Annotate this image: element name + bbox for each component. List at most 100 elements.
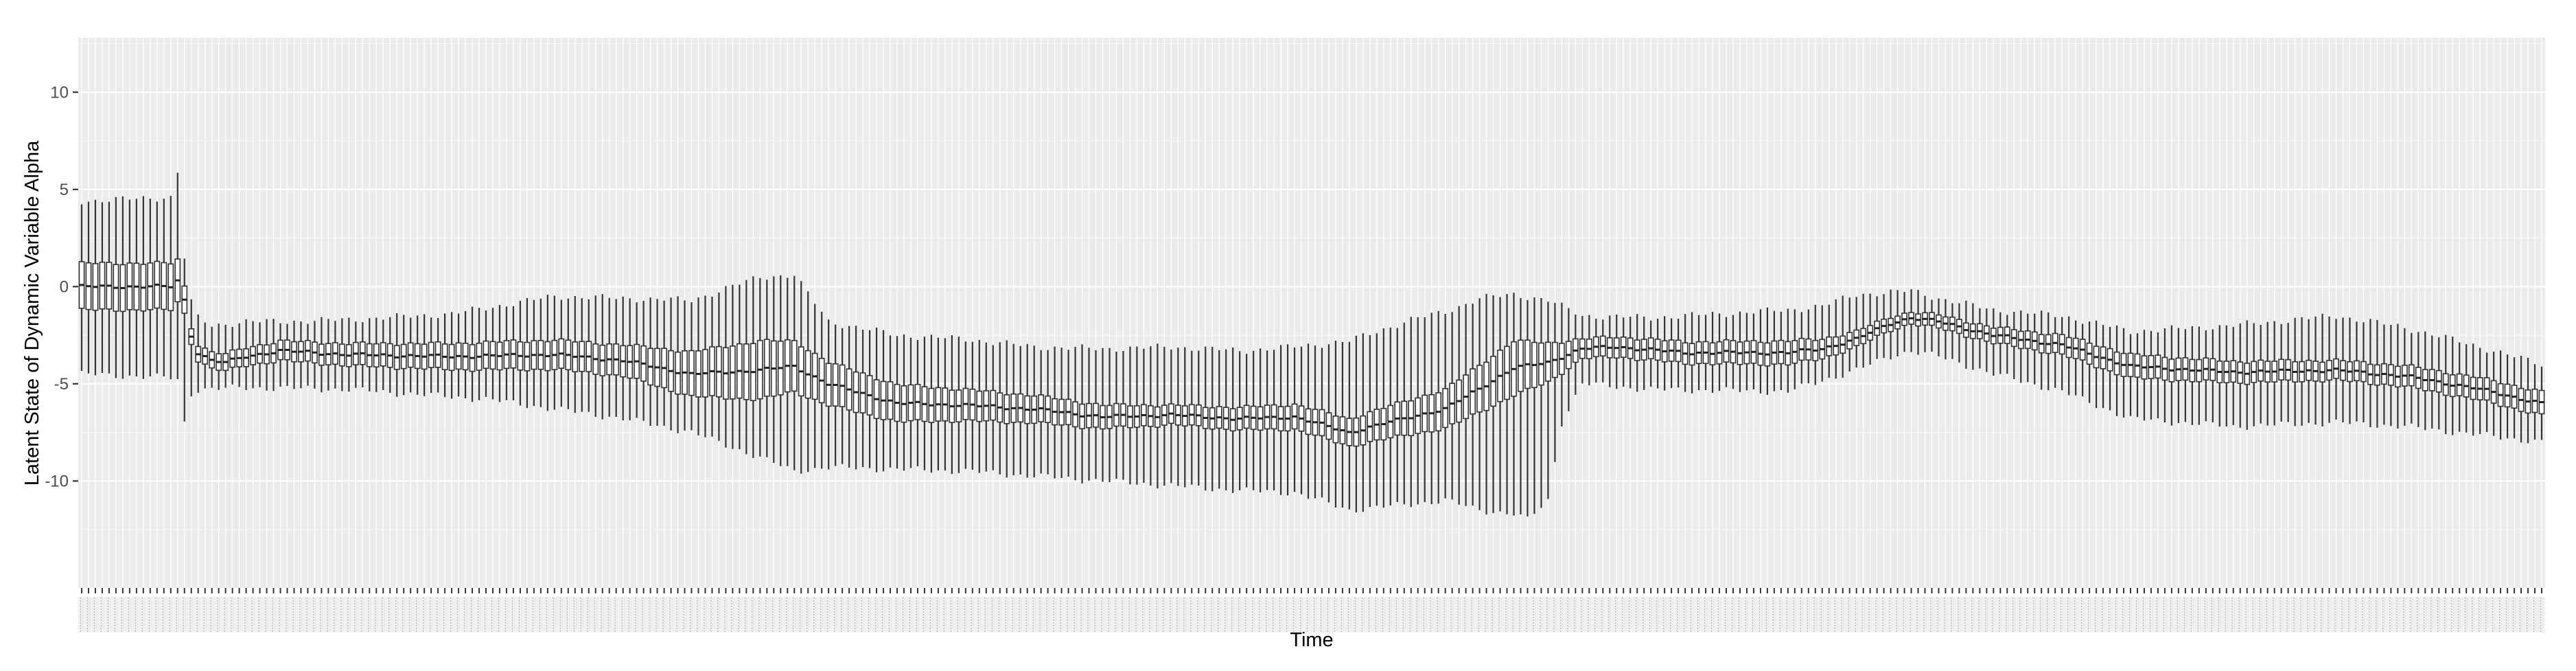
boxplot-time-point	[2223, 325, 2230, 427]
boxplot-time-point	[1675, 318, 1682, 388]
boxplot-time-point	[332, 321, 338, 389]
boxplot-time-point	[1963, 300, 1969, 369]
boxplot-time-point	[1716, 313, 1723, 391]
boxplot-time-point	[133, 198, 140, 377]
boxplot-time-point	[270, 319, 277, 391]
boxplot-time-point	[935, 337, 942, 470]
boxplot-time-point	[634, 302, 640, 418]
boxplot-time-point	[1209, 346, 1216, 492]
boxplot-time-point	[1874, 296, 1881, 359]
boxplot-time-point	[1647, 320, 1654, 387]
boxplot-time-point	[1229, 348, 1236, 493]
y-axis-title: Latent State of Dynamic Variable Alpha	[21, 140, 43, 486]
boxplot-time-point	[1586, 315, 1592, 386]
boxplot-time-point	[743, 280, 750, 455]
boxplot-time-point	[181, 258, 188, 422]
boxplot-time-point	[1380, 328, 1387, 508]
boxplot-time-point	[1538, 298, 1544, 508]
boxplot-time-point	[736, 284, 743, 450]
boxplot-time-point	[1250, 350, 1257, 490]
boxplot-time-point	[140, 196, 147, 379]
boxplot-time-point	[866, 330, 873, 468]
boxplot-time-point	[1915, 290, 1921, 355]
boxplot-time-point	[174, 172, 181, 379]
boxplot-time-point	[407, 317, 414, 393]
boxplot-time-point	[2251, 323, 2258, 427]
boxplot-time-point	[2435, 337, 2442, 430]
boxplot-time-point	[1922, 295, 1928, 352]
boxplot-time-point	[1284, 344, 1291, 496]
boxplot-time-point	[202, 322, 209, 389]
boxplot-time-point	[1147, 346, 1154, 486]
boxplot-time-point	[1778, 311, 1785, 390]
boxplot-time-point	[770, 276, 777, 464]
boxplot-time-point	[1373, 333, 1380, 506]
boxplot-time-point	[1860, 293, 1867, 368]
boxplot-time-point	[2134, 333, 2141, 418]
boxplot-time-point	[1983, 308, 1990, 372]
boxplot-time-point	[1387, 327, 1394, 505]
boxplot-time-point	[825, 319, 832, 470]
boxplot-time-point	[380, 319, 386, 390]
boxplot-time-point	[2093, 320, 2100, 409]
boxplot-time-point	[2113, 325, 2120, 416]
boxplot-time-point	[1058, 348, 1065, 479]
boxplot-time-point	[1422, 317, 1428, 503]
boxplot-time-point	[1518, 297, 1524, 515]
boxplot-time-point	[243, 319, 249, 390]
boxplot-time-point	[880, 330, 887, 472]
boxplot-time-point	[1840, 295, 1846, 378]
boxplot-time-point	[2292, 317, 2299, 427]
boxplot-time-point	[126, 199, 133, 376]
boxplot-time-point	[606, 297, 613, 417]
boxplot-time-point	[1106, 348, 1113, 482]
boxplot-time-point	[85, 201, 92, 374]
boxplot-time-point	[2490, 351, 2497, 436]
boxplot-time-point	[976, 339, 983, 473]
boxplot-time-point	[1606, 315, 1613, 387]
boxplot-time-point	[784, 277, 791, 466]
boxplot-time-point	[2148, 330, 2155, 420]
boxplot-time-point	[997, 342, 1003, 475]
boxplot-time-point	[1771, 310, 1778, 391]
boxplot-time-point	[1291, 348, 1298, 492]
boxplot-time-point	[647, 297, 654, 426]
boxplot-time-point	[1442, 314, 1449, 499]
boxplot-time-point	[1065, 350, 1071, 477]
boxplot-time-point	[2518, 356, 2525, 443]
boxplot-time-point	[1997, 312, 2004, 374]
boxplot-time-point	[1942, 299, 1949, 360]
boxplot-time-point	[818, 311, 825, 469]
boxplot-time-point	[859, 329, 866, 468]
y-tick-label: -10	[45, 472, 69, 490]
boxplot-time-point	[455, 313, 462, 397]
boxplot-time-point	[894, 336, 901, 469]
boxplot-time-point	[106, 201, 113, 374]
boxplot-time-point	[1949, 303, 1956, 359]
boxplot-time-point	[798, 281, 804, 474]
boxplot-time-point	[414, 315, 421, 395]
boxplot-time-point	[1702, 315, 1709, 391]
boxplot-time-point	[2525, 357, 2531, 444]
boxplot-time-point	[2538, 366, 2545, 440]
boxplot-time-point	[99, 202, 106, 373]
boxplot-time-point	[236, 323, 243, 387]
boxplot-time-point	[1141, 348, 1147, 484]
boxplot-time-point	[1003, 340, 1010, 478]
boxplot-time-point	[229, 326, 236, 385]
boxplot-time-point	[2449, 337, 2456, 435]
boxplot-time-point	[1990, 308, 1997, 376]
boxplot-time-point	[1640, 316, 1647, 390]
boxplot-time-point	[2278, 323, 2285, 422]
y-tick-label: 10	[50, 83, 69, 102]
boxplot-time-point	[1682, 314, 1689, 392]
boxplot-time-point	[1038, 350, 1045, 474]
boxplot-time-point	[1881, 294, 1888, 359]
boxplot-time-point	[1222, 349, 1229, 490]
boxplot-time-point	[312, 321, 318, 389]
boxplot-time-point	[167, 196, 174, 380]
boxplot-time-point	[2209, 329, 2216, 422]
panel-background	[78, 38, 2545, 588]
boxplot-time-point	[147, 198, 154, 377]
boxplot-time-point	[1154, 343, 1161, 489]
